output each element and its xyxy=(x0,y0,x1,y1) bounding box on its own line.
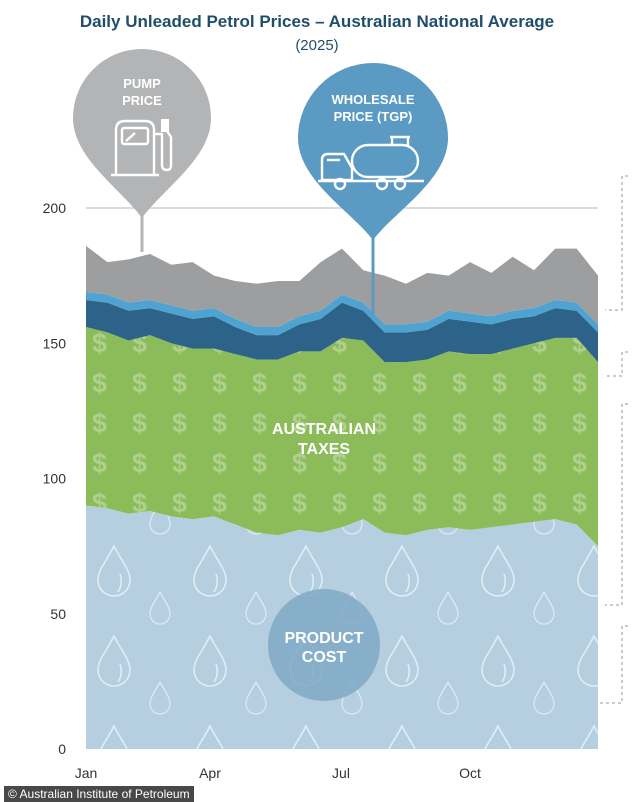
chart-subtitle: (2025) xyxy=(295,37,339,54)
x-tick-label-jan: Jan xyxy=(75,765,98,781)
pump-price-pin: PUMP PRICE xyxy=(73,49,211,252)
x-tick-label-oct: Oct xyxy=(459,765,481,781)
product-cost-label-line2: COST xyxy=(302,649,347,666)
y-tick-label-150: 150 xyxy=(43,335,67,351)
series-area-2 xyxy=(86,299,598,363)
y-tick-label-100: 100 xyxy=(43,471,67,487)
source-credit: © Australian Institute of Petroleum xyxy=(4,786,194,802)
fuel-pump-icon xyxy=(111,119,173,177)
x-tick-label-jul: Jul xyxy=(332,765,350,781)
australian-taxes-label-line1: AUSTRALIAN xyxy=(272,421,376,438)
pump-price-label-line1: PUMP xyxy=(123,76,161,91)
wholesale-price-label-line2: PRICE (TGP) xyxy=(334,109,413,124)
wholesale-price-label-line1: WHOLESALE xyxy=(331,92,414,107)
x-tick-label-apr: Apr xyxy=(199,765,221,781)
series-area-3 xyxy=(86,291,598,336)
y-tick-label-0: 0 xyxy=(58,741,66,757)
taxes-dollar-pattern xyxy=(86,327,598,547)
fuel-tanker-icon xyxy=(318,135,424,191)
wholesale-price-pin: WHOLESALE PRICE (TGP) xyxy=(298,63,448,318)
product-cost-bubble: PRODUCT COST xyxy=(268,589,380,701)
y-tick-label-200: 200 xyxy=(43,200,67,216)
pump-price-label-line2: PRICE xyxy=(122,93,162,108)
australian-taxes-label-line2: TAXES xyxy=(298,441,350,458)
product-cost-label-line1: PRODUCT xyxy=(284,630,363,647)
chart-title: Daily Unleaded Petrol Prices – Australia… xyxy=(79,12,555,31)
series-area-4 xyxy=(86,245,598,328)
y-tick-label-50: 50 xyxy=(50,606,66,622)
bracket-markers xyxy=(600,175,628,704)
